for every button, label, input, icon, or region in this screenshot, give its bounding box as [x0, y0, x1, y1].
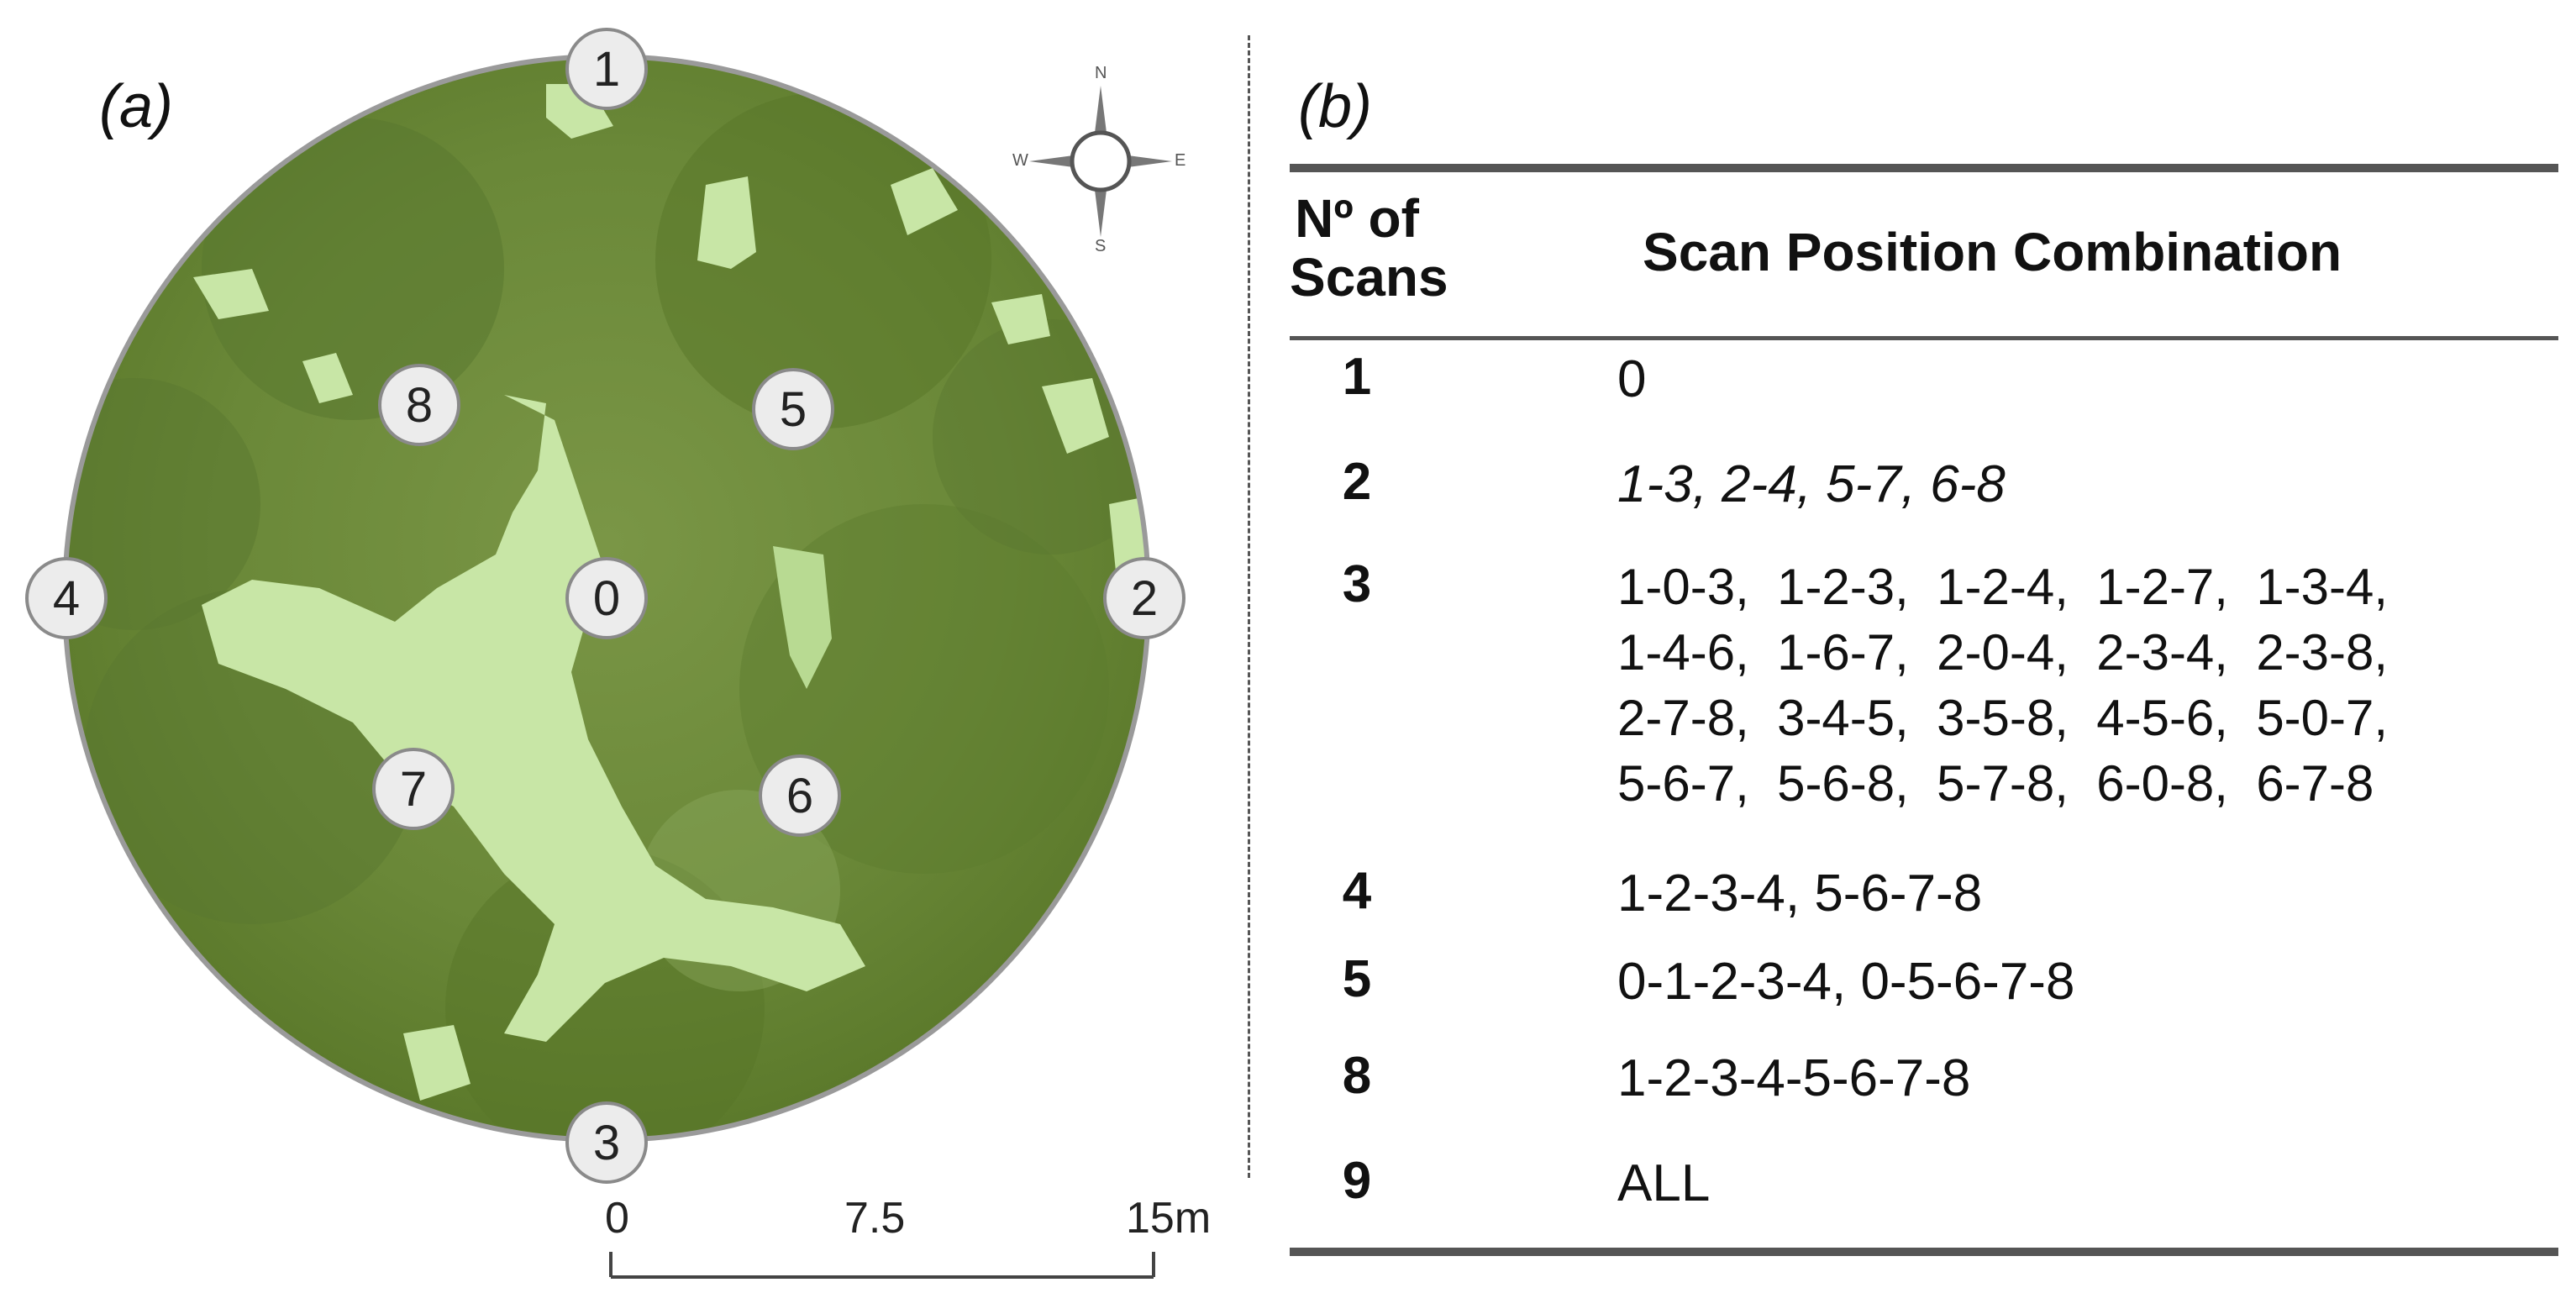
- scan-position-8: 8: [378, 364, 460, 446]
- canopy-gap: [403, 1025, 471, 1101]
- canopy-gap: [193, 269, 269, 319]
- scale-bar: 0 7.5 15m: [605, 1193, 1211, 1285]
- row-9-count: 9: [1342, 1152, 1372, 1210]
- scan-position-0: 0: [565, 557, 648, 639]
- row-8-combination: 1-2-3-4-5-6-7-8: [1617, 1049, 1971, 1107]
- canopy-gap: [546, 84, 613, 139]
- row-5-combination: 0-1-2-3-4, 0-5-6-7-8: [1617, 953, 2075, 1011]
- compass-w-label: W: [1012, 151, 1028, 170]
- panel-a-label: (a): [99, 73, 173, 140]
- row-3-count: 3: [1342, 555, 1372, 613]
- canopy-gap: [1042, 378, 1109, 454]
- compass-e-label: E: [1175, 151, 1186, 170]
- row-8-count: 8: [1342, 1047, 1372, 1105]
- scale-mid-label: 7.5: [844, 1194, 906, 1243]
- scan-position-3: 3: [565, 1101, 648, 1184]
- scale-end-label: 15m: [1126, 1194, 1212, 1243]
- scan-position-2: 2: [1103, 557, 1185, 639]
- header-scan-combination: Scan Position Combination: [1643, 222, 2342, 282]
- row-2-combination: 1-3, 2-4, 5-7, 6-8: [1617, 455, 2006, 513]
- table-header-rule: [1290, 336, 2558, 340]
- canopy-gap: [891, 168, 958, 235]
- table-top-rule: [1290, 164, 2558, 172]
- row-1-combination: 0: [1617, 350, 1647, 408]
- row-4-combination: 1-2-3-4, 5-6-7-8: [1617, 865, 1983, 922]
- row-1-count: 1: [1342, 348, 1372, 406]
- canopy-gap: [991, 294, 1050, 344]
- scan-position-6: 6: [759, 754, 841, 837]
- canopy-gap: [202, 395, 865, 1042]
- row-5-count: 5: [1342, 950, 1372, 1008]
- panel-divider: [1248, 35, 1250, 1178]
- canopy-gap: [302, 353, 353, 403]
- row-3-combination: 1-0-3, 1-2-3, 1-2-4, 1-2-7, 1-3-4, 1-4-6…: [1617, 559, 2389, 812]
- canopy-gap: [773, 546, 832, 689]
- table-bottom-rule: [1290, 1248, 2558, 1256]
- canopy-gap: [697, 176, 756, 269]
- row-9-combination: ALL: [1617, 1154, 1711, 1212]
- compass-s-label: S: [1095, 237, 1107, 255]
- row-2-count: 2: [1342, 453, 1372, 511]
- panel-b-label: (b): [1298, 73, 1372, 140]
- row-4-count: 4: [1342, 862, 1372, 920]
- scan-position-4: 4: [25, 557, 108, 639]
- compass-rose: N S E W: [1012, 64, 1189, 255]
- scan-position-5: 5: [752, 368, 834, 450]
- header-scan-count: Nº of Scans: [1290, 188, 1448, 308]
- scan-position-1: 1: [565, 28, 648, 110]
- scale-start-label: 0: [605, 1194, 629, 1243]
- scan-position-7: 7: [372, 748, 455, 830]
- compass-n-label: N: [1095, 64, 1107, 82]
